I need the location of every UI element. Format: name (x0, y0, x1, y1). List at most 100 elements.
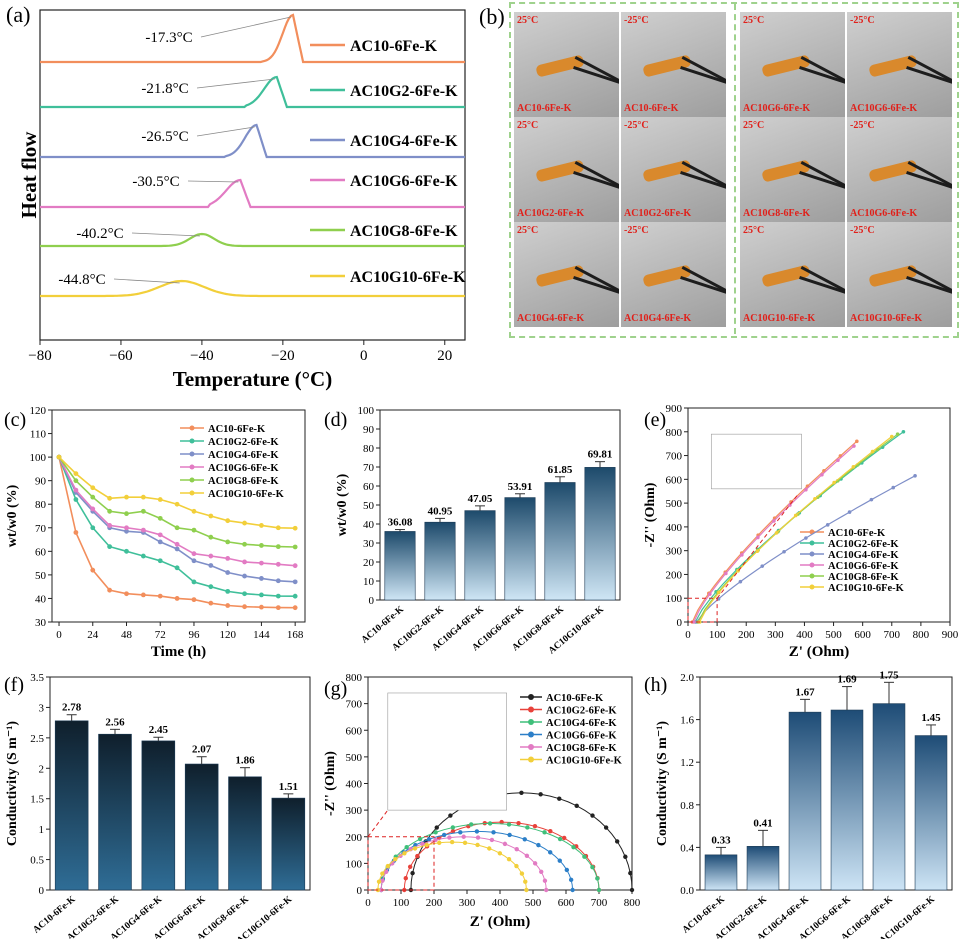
bar (54, 720, 89, 891)
legend-marker (528, 731, 534, 738)
y-tick-label: 60 (363, 481, 375, 493)
photo-tile: -25°C AC10G10-6Fe-K (847, 222, 952, 327)
bar (788, 711, 822, 891)
data-point (191, 558, 197, 564)
data-point (124, 528, 129, 534)
data-point (157, 515, 163, 521)
peak-label: -44.8°C (58, 272, 105, 288)
data-point (140, 494, 146, 500)
legend-marker (809, 584, 815, 590)
x-tick-label: 0 (56, 629, 62, 641)
legend-label: AC10G4-6Fe-K (828, 550, 899, 561)
photo-tile: -25°C AC10G6-6Fe-K (847, 12, 952, 117)
photo-tile: -25°C AC10G6-6Fe-K (847, 117, 952, 222)
peak-label: -17.3°C (145, 30, 192, 46)
legend-label: AC10G6-6Fe-K (828, 561, 899, 572)
legend-marker (189, 451, 195, 457)
x-axis-label: Time (h) (151, 644, 206, 660)
data-point (292, 525, 298, 531)
y-tick-label: 100 (666, 593, 683, 605)
zoom-box (367, 836, 435, 891)
data-point (242, 604, 247, 610)
y-tick-label: 80 (35, 499, 47, 511)
data-label: 1.51 (279, 781, 298, 793)
y-tick-label: 3 (39, 702, 45, 714)
data-point (157, 593, 163, 599)
tweezer (680, 171, 726, 194)
photo-temperature: 25°C (517, 120, 539, 131)
tweezer (906, 66, 952, 89)
data-point (275, 578, 281, 584)
tweezer (799, 66, 845, 89)
data-label: 2.56 (105, 716, 125, 728)
y-tick-label: 0 (357, 885, 363, 897)
data-point (292, 593, 298, 599)
data-point (242, 559, 247, 565)
photo-temperature: -25°C (624, 15, 649, 26)
x-tick-label: 48 (121, 629, 133, 641)
data-point (107, 523, 113, 528)
series-line (691, 440, 858, 623)
x-tick-label: 100 (393, 897, 410, 909)
data-point (225, 556, 231, 561)
data-point (174, 541, 180, 547)
data-point (275, 544, 281, 550)
peak-leader (131, 232, 200, 237)
y-tick-label: 700 (346, 699, 363, 711)
y-axis-label: wt/w0 (%) (335, 473, 350, 536)
data-point (259, 592, 264, 598)
legend-label: AC10G6-6Fe-K (546, 731, 617, 742)
panel-label: (f) (4, 674, 24, 696)
data-point (524, 887, 529, 893)
bar (228, 776, 262, 891)
photo-sample-name: AC10G2-6Fe-K (624, 208, 692, 219)
y-tick-label: 2 (39, 763, 45, 775)
panel-a-frame (39, 9, 466, 341)
data-point (225, 603, 231, 608)
data-point (259, 576, 264, 581)
data-point (107, 508, 113, 514)
bar (544, 482, 576, 601)
gel-sample (761, 264, 811, 288)
data-point (107, 544, 113, 550)
data-point (225, 588, 231, 594)
data-label: 1.69 (837, 674, 857, 686)
data-point (90, 494, 96, 500)
data-point (90, 525, 96, 531)
x-tick-label: 96 (188, 629, 200, 641)
legend-label: AC10G2-6Fe-K (546, 706, 617, 717)
legend-marker (189, 425, 195, 431)
x-tick-label: 400 (492, 897, 509, 909)
peak-leader (113, 278, 180, 284)
y-tick-label: 0 (39, 885, 45, 897)
data-point (107, 587, 113, 593)
x-tick-label: 168 (287, 629, 304, 641)
x-tick-label: 900 (942, 629, 959, 641)
y-tick-label: 120 (30, 405, 47, 417)
x-tick-label: 800 (913, 629, 930, 641)
data-point (191, 508, 197, 514)
dsc-curve-AC10-6Fe-K (40, 13, 465, 64)
panel-h-conductivity-chart: (h) 0.0 0.4 0.8 1.2 1.6 2.0 Conductivity (S m⁻¹… (644, 669, 953, 939)
data-point (191, 527, 197, 533)
bar (584, 467, 616, 601)
y-tick-label: 300 (666, 546, 683, 558)
photo-sample-name: AC10G10-6Fe-K (743, 313, 816, 324)
data-point (275, 593, 281, 599)
plot-frame (379, 409, 621, 601)
x-tick-label: 600 (854, 629, 871, 641)
photo-sample-name: AC10G4-6Fe-K (517, 313, 585, 324)
tweezer (906, 276, 952, 299)
peak-label: -30.5°C (132, 174, 179, 190)
bar (746, 846, 780, 891)
y-tick-label: 90 (35, 476, 47, 488)
tweezer (574, 161, 619, 192)
data-point (242, 520, 247, 526)
legend-label: AC10G2-6Fe-K (208, 437, 279, 448)
x-axis-label: Temperature (°C) (173, 367, 332, 391)
x-tick-label: 300 (459, 897, 476, 909)
y-tick-label: 0.8 (680, 800, 694, 812)
panel-label: (h) (644, 674, 667, 696)
y-tick-label: 900 (666, 403, 683, 415)
data-point (225, 518, 231, 524)
